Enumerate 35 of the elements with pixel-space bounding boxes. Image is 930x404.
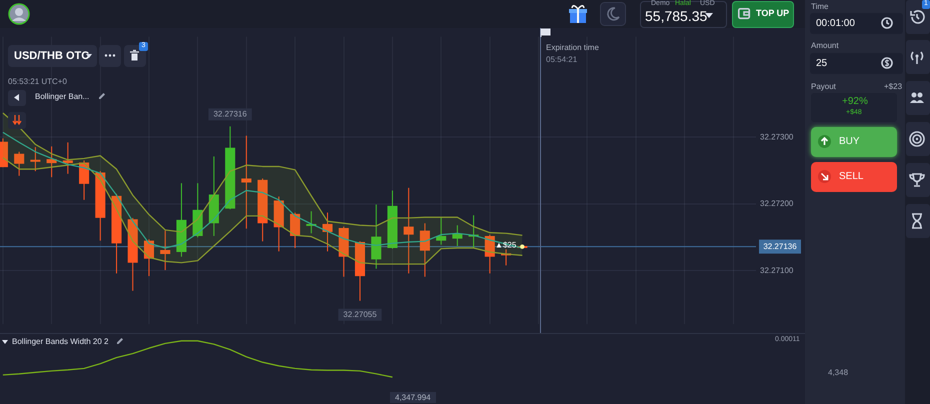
text: 4,348	[828, 368, 848, 377]
annotation: 05:53:21 UTC+0	[8, 77, 67, 86]
candlestick	[404, 187, 414, 274]
text: SELL	[839, 171, 864, 182]
y-tick-label: 32.27100	[760, 266, 794, 275]
candlestick	[14, 151, 24, 176]
text: Time	[811, 2, 828, 11]
text: +92%	[842, 96, 868, 107]
text: TOP UP	[756, 8, 790, 18]
text: Payout	[811, 82, 836, 91]
candlestick	[160, 230, 170, 271]
text: 25	[816, 58, 828, 69]
text: BUY	[839, 136, 860, 147]
candlestick	[452, 224, 462, 246]
annotation: ▲$25	[495, 240, 517, 250]
annotation: USD/THB OTC	[14, 50, 90, 62]
text: Expiration time	[546, 43, 599, 52]
candlestick	[371, 204, 382, 270]
chart-title: Bollinger Bands Width 20 2	[12, 337, 108, 346]
y-tick-label: 32.27300	[760, 132, 794, 142]
candlestick	[436, 216, 446, 246]
text: 00:01:00	[816, 18, 855, 29]
text: 4,347.994	[390, 392, 436, 403]
ref-line-label: 32.27136	[763, 242, 798, 251]
text: Amount	[811, 41, 839, 50]
candlestick	[30, 146, 40, 172]
text: 05:54:21	[546, 55, 578, 64]
y-tick-label: 32.27200	[760, 199, 794, 208]
annotation: Bollinger Ban...	[35, 92, 90, 101]
text: +$23	[884, 82, 902, 91]
annotation: 32.27055	[343, 310, 378, 320]
annotation: 32.27316	[213, 110, 248, 119]
text: 55,785.35	[645, 8, 708, 24]
candlestick	[420, 222, 430, 278]
candlestick	[241, 135, 252, 230]
